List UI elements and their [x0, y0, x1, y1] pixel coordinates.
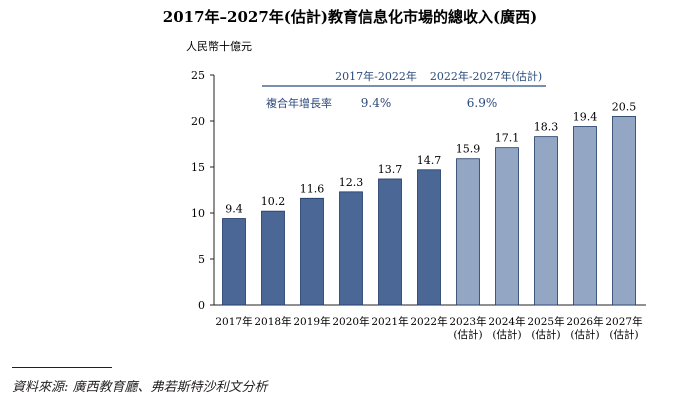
chart-title: 2017年–2027年(估計)教育信息化市場的總收入(廣西) — [163, 8, 537, 26]
x-tick-label: 2020年 — [332, 315, 369, 328]
bar — [612, 116, 636, 306]
y-axis-unit-label: 人民幣十億元 — [186, 39, 252, 53]
y-tick-label: 5 — [198, 253, 205, 266]
bar — [261, 210, 285, 306]
bar-value-label: 17.1 — [495, 132, 520, 145]
bar — [495, 147, 519, 306]
y-tick-label: 20 — [191, 115, 205, 128]
cagr-period-label: 2022年-2027年(估計) — [430, 69, 542, 83]
bar-value-label: 9.4 — [225, 203, 243, 216]
bar-value-label: 19.4 — [573, 111, 598, 124]
x-tick-label: 2027年 — [605, 315, 642, 328]
y-tick-label: 10 — [191, 207, 205, 220]
x-tick-label: 2025年 — [527, 315, 564, 328]
bar-value-label: 11.6 — [300, 182, 325, 195]
bar-value-label: 15.9 — [456, 143, 481, 156]
x-tick-label: 2026年 — [566, 315, 603, 328]
bar — [339, 191, 363, 306]
y-tick-label: 15 — [191, 161, 205, 174]
x-tick-label: (估計) — [453, 328, 482, 341]
bar-value-label: 20.5 — [612, 100, 637, 113]
source-note: 資料來源: 廣西教育廳、弗若斯特沙利文分析 — [12, 380, 268, 395]
cagr-period-label: 2017年-2022年 — [335, 69, 417, 83]
x-tick-label: 2024年 — [488, 315, 525, 328]
cagr-value: 9.4% — [361, 96, 392, 110]
x-tick-label: 2019年 — [293, 315, 330, 328]
bar — [456, 158, 480, 306]
cagr-row-label: 複合年增長率 — [266, 96, 332, 110]
y-tick-label: 0 — [198, 299, 205, 312]
x-tick-label: 2022年 — [410, 315, 447, 328]
x-tick-label: 2017年 — [215, 315, 252, 328]
x-tick-label: (估計) — [492, 328, 521, 341]
bar-chart: 2017年–2027年(估計)教育信息化市場的總收入(廣西) 人民幣十億元 0 5… — [163, 8, 646, 341]
bar-value-label: 12.3 — [339, 176, 364, 189]
bar-value-label: 10.2 — [261, 195, 286, 208]
bar — [300, 197, 324, 306]
bar — [417, 169, 441, 306]
x-tick-label: (估計) — [609, 328, 638, 341]
source-divider — [12, 367, 112, 368]
bar — [534, 136, 558, 306]
bar-value-label: 18.3 — [534, 121, 559, 134]
bar-value-label: 13.7 — [378, 163, 403, 176]
bar — [573, 126, 597, 306]
bar-value-label: 14.7 — [417, 154, 442, 167]
y-tick-label: 25 — [191, 69, 205, 82]
x-tick-label: (估計) — [531, 328, 560, 341]
x-tick-label: (估計) — [570, 328, 599, 341]
cagr-annotation: 2017年-2022年 2022年-2027年(估計) 複合年增長率 9.4% 6.9% — [262, 69, 546, 110]
x-tick-label: 2021年 — [371, 315, 408, 328]
bar — [378, 178, 402, 306]
x-tick-label: 2018年 — [254, 315, 291, 328]
bar — [222, 218, 246, 306]
bars: 9.4 2017年 10.2 2018年 11.6 2019年 12.3 2020年 13.7 2… — [215, 100, 642, 341]
x-tick-label: 2023年 — [449, 315, 486, 328]
cagr-value: 6.9% — [467, 96, 498, 110]
